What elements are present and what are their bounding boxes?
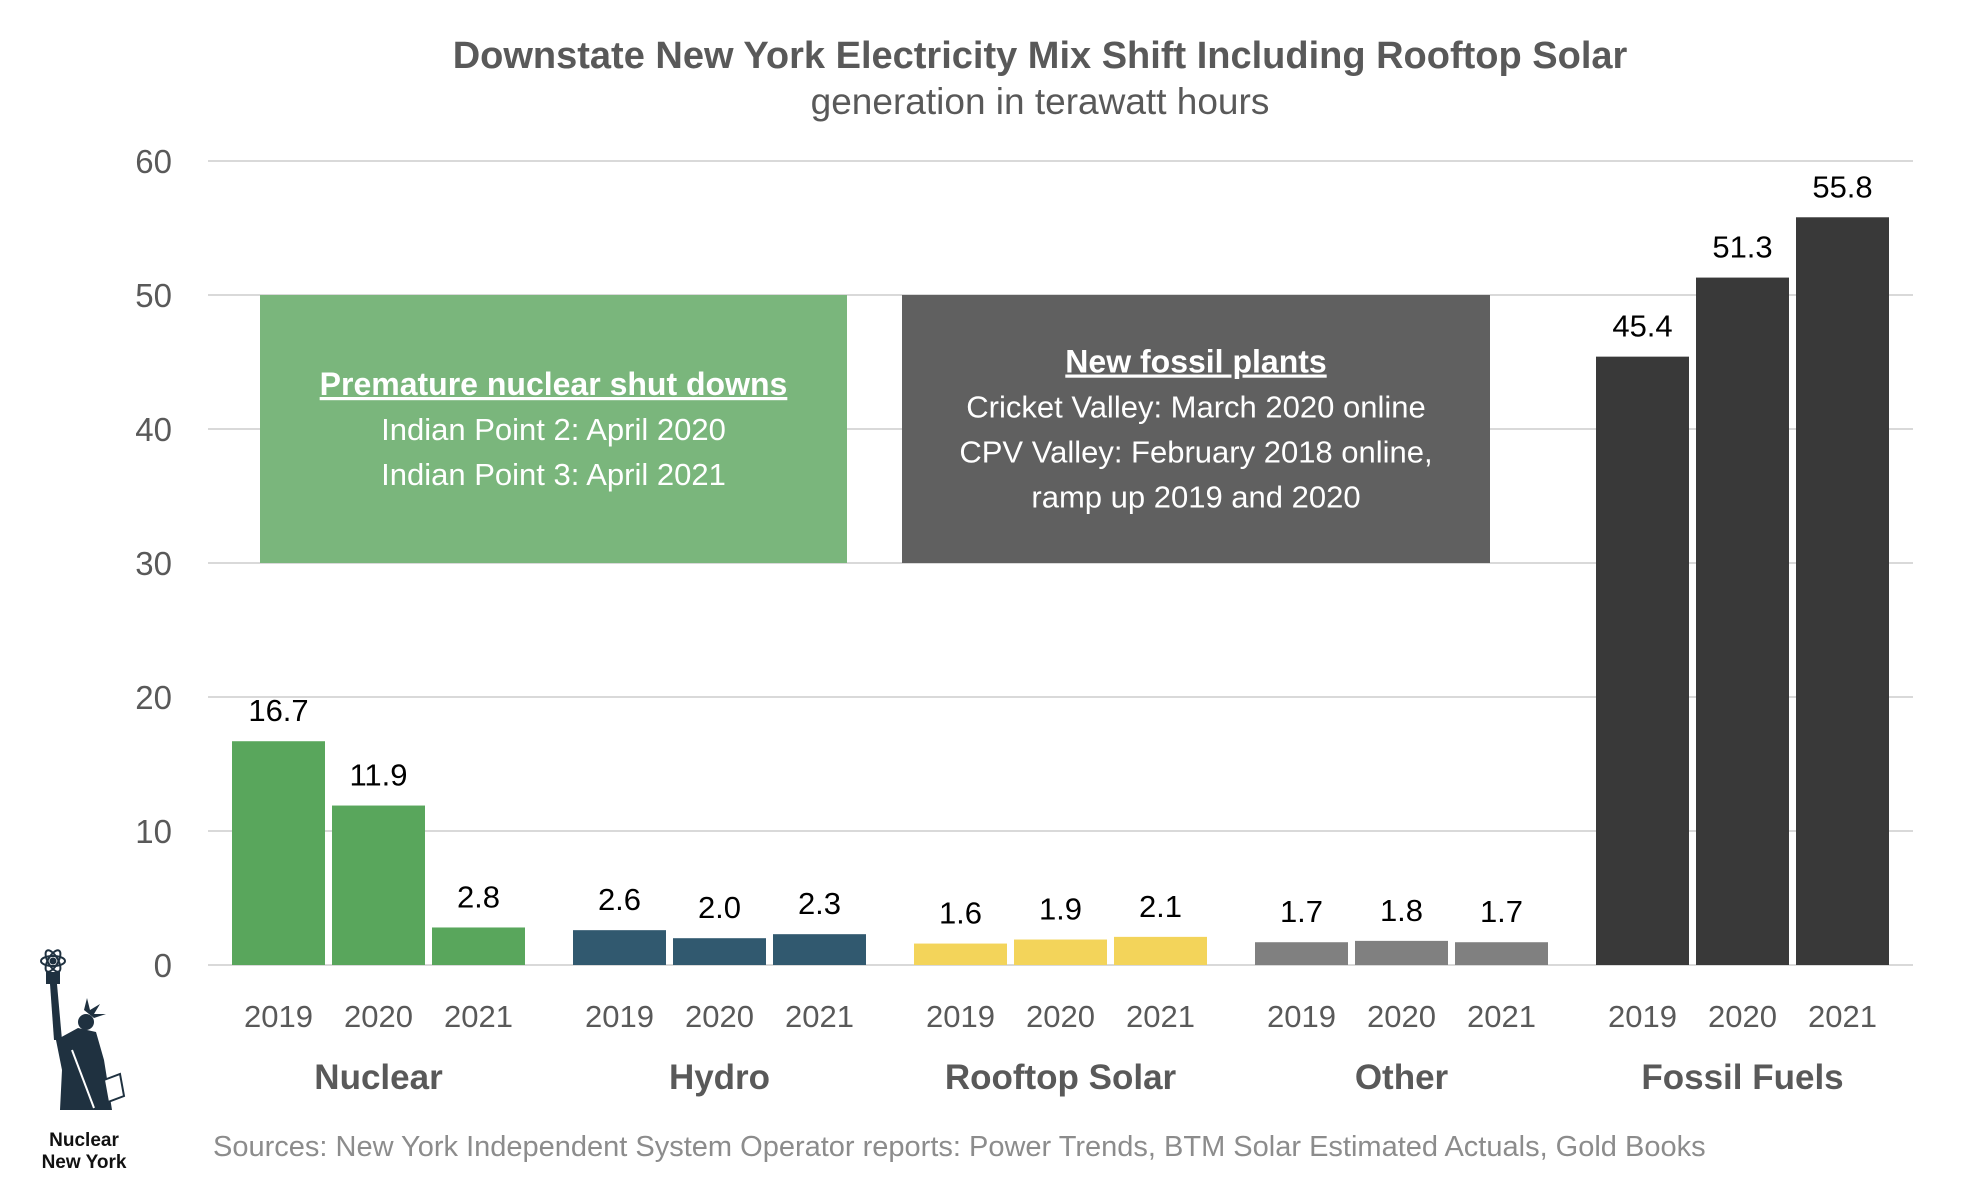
- annotation-line: CPV Valley: February 2018 online,: [959, 435, 1432, 470]
- y-tick-label: 60: [135, 143, 172, 180]
- data-label: 2.6: [598, 882, 641, 917]
- bar: [232, 741, 325, 965]
- bar: [432, 927, 525, 965]
- annotation-heading: Premature nuclear shut downs: [320, 366, 788, 402]
- data-label: 1.7: [1280, 894, 1323, 929]
- x-tick-label: 2019: [244, 999, 313, 1034]
- x-tick-label: 2019: [585, 999, 654, 1034]
- annotation-line: Indian Point 3: April 2021: [381, 457, 726, 492]
- y-tick-label: 10: [135, 813, 172, 850]
- annotation-box: New fossil plants Cricket Valley: March 2…: [902, 295, 1490, 563]
- category-label: Rooftop Solar: [945, 1058, 1177, 1097]
- annotation-background: [902, 295, 1490, 563]
- category-label: Other: [1355, 1058, 1449, 1097]
- bar: [332, 805, 425, 965]
- chart-title: Downstate New York Electricity Mix Shift…: [453, 35, 1628, 77]
- x-tick-label: 2021: [1808, 999, 1877, 1034]
- annotation-box: Premature nuclear shut downs Indian Point…: [260, 295, 847, 563]
- category-label: Fossil Fuels: [1641, 1058, 1843, 1097]
- annotation-background: [260, 295, 847, 563]
- data-label: 55.8: [1812, 169, 1872, 204]
- data-label: 45.4: [1612, 309, 1672, 344]
- bar: [1255, 942, 1348, 965]
- bar: [773, 934, 866, 965]
- bar: [1355, 940, 1448, 965]
- x-tick-label: 2021: [1467, 999, 1536, 1034]
- bars: 16.7201911.920202.82021Nuclear2.620192.0…: [232, 169, 1889, 1097]
- bar: [673, 938, 766, 965]
- annotation-line: ramp up 2019 and 2020: [1031, 480, 1360, 515]
- x-tick-label: 2020: [1708, 999, 1777, 1034]
- x-tick-label: 2019: [926, 999, 995, 1034]
- nuclear-new-york-logo: Nuclear New York: [40, 949, 127, 1173]
- data-label: 11.9: [349, 758, 407, 793]
- y-tick-label: 50: [135, 277, 172, 314]
- bar: [1696, 277, 1789, 966]
- y-tick-label: 20: [135, 679, 172, 716]
- group-other: 1.7 2019 1.8 2020 1.7 2021 Other: [1255, 893, 1548, 1097]
- x-tick-label: 2019: [1267, 999, 1336, 1034]
- logo-text-line-1: Nuclear: [49, 1130, 119, 1151]
- data-label: 1.8: [1380, 893, 1423, 928]
- data-label: 2.3: [798, 886, 841, 921]
- data-label: 2.1: [1139, 889, 1182, 924]
- data-label: 1.6: [939, 896, 982, 931]
- x-tick-label: 2020: [685, 999, 754, 1034]
- data-label: 1.9: [1039, 892, 1082, 927]
- x-tick-label: 2021: [785, 999, 854, 1034]
- annotation-heading: New fossil plants: [1065, 344, 1326, 380]
- bar: [573, 930, 666, 965]
- data-label: 2.8: [457, 879, 500, 914]
- annotation-line: Indian Point 2: April 2020: [381, 412, 726, 447]
- data-label: 16.7: [248, 693, 308, 728]
- y-tick-label: 40: [135, 411, 172, 448]
- y-tick-label: 0: [154, 947, 172, 984]
- annotation-line: Cricket Valley: March 2020 online: [966, 390, 1425, 425]
- x-tick-label: 2020: [1367, 999, 1436, 1034]
- bar: [1596, 356, 1689, 965]
- x-tick-label: 2020: [1026, 999, 1095, 1034]
- annotations: Premature nuclear shut downs Indian Point…: [260, 295, 1490, 563]
- data-label: 2.0: [698, 890, 741, 925]
- x-tick-label: 2020: [344, 999, 413, 1034]
- group-rooftop-solar: 1.6 2019 1.9 2020 2.1 2021 Rooftop Solar: [914, 889, 1207, 1097]
- x-tick-label: 2019: [1608, 999, 1677, 1034]
- y-axis-ticks: 0 10 20 30 40 50 60: [135, 143, 172, 984]
- bar: [1014, 939, 1107, 965]
- bar: [1455, 942, 1548, 965]
- logo-text-line-2: New York: [42, 1152, 127, 1173]
- data-label: 1.7: [1480, 894, 1523, 929]
- y-tick-label: 30: [135, 545, 172, 582]
- group-fossil-fuels: 45.4 2019 51.3 2020 55.8 2021 Fossil Fuels: [1596, 169, 1889, 1097]
- category-label: Nuclear: [314, 1058, 443, 1097]
- chart-subtitle: generation in terawatt hours: [811, 81, 1270, 122]
- bar: [1796, 217, 1889, 965]
- x-tick-label: 2021: [444, 999, 513, 1034]
- bar: [1114, 936, 1207, 965]
- bar: [914, 943, 1007, 965]
- data-label: 51.3: [1712, 230, 1772, 265]
- group-hydro: 2.6 2019 2.0 2020 2.3 2021 Hydro: [573, 882, 866, 1097]
- x-tick-label: 2021: [1126, 999, 1195, 1034]
- source-note: Sources: New York Independent System Ope…: [213, 1131, 1706, 1163]
- statue-of-liberty-atom-torch-icon: [40, 949, 126, 1110]
- category-label: Hydro: [669, 1058, 770, 1097]
